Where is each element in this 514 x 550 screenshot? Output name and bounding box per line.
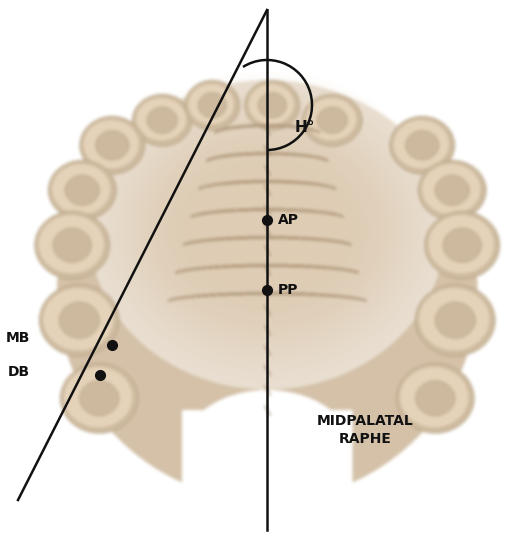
Text: PP: PP bbox=[278, 283, 299, 297]
Text: AP: AP bbox=[278, 213, 299, 227]
Text: MB: MB bbox=[6, 331, 30, 345]
Text: MIDPALATAL
RAPHE: MIDPALATAL RAPHE bbox=[317, 414, 413, 446]
Text: DB: DB bbox=[8, 365, 30, 379]
Text: H°: H° bbox=[295, 120, 316, 135]
